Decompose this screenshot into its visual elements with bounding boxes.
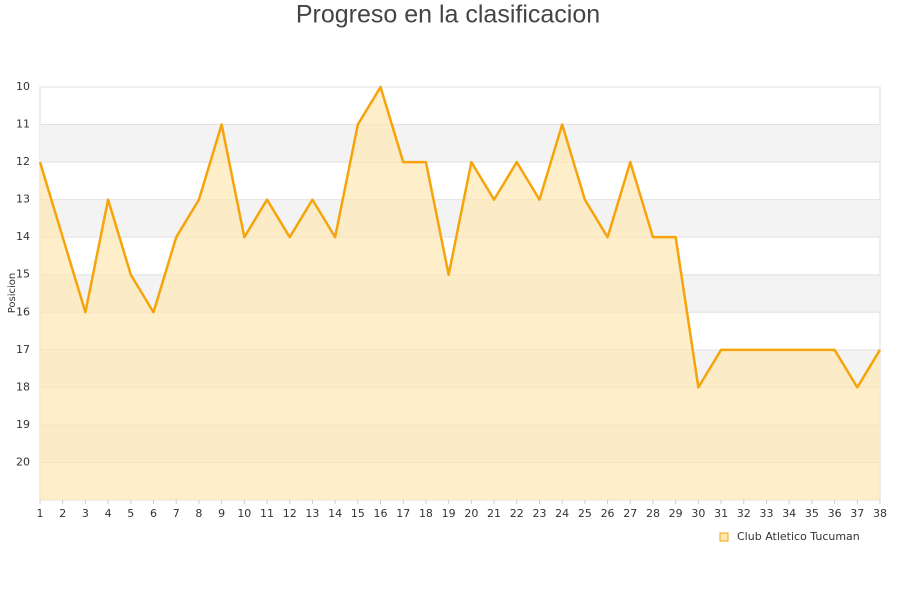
x-tick-label: 30 (691, 507, 705, 520)
x-tick-label: 31 (714, 507, 728, 520)
y-tick-label: 18 (16, 380, 30, 393)
y-tick-label: 15 (16, 268, 30, 281)
x-tick-label: 15 (351, 507, 365, 520)
x-tick-label: 12 (283, 507, 297, 520)
legend-label: Club Atletico Tucuman (737, 530, 860, 543)
y-tick-label: 19 (16, 418, 30, 431)
x-tick-label: 23 (532, 507, 546, 520)
x-tick-label: 26 (601, 507, 615, 520)
x-tick-label: 37 (850, 507, 864, 520)
y-tick-label: 10 (16, 80, 30, 93)
x-tick-label: 33 (759, 507, 773, 520)
x-tick-label: 11 (260, 507, 274, 520)
y-tick-label: 14 (16, 230, 30, 243)
x-tick-label: 28 (646, 507, 660, 520)
x-tick-label: 20 (464, 507, 478, 520)
line (38, 85, 882, 389)
x-tick-label: 14 (328, 507, 342, 520)
x-tick-label: 6 (150, 507, 157, 520)
x-tick-label: 18 (419, 507, 433, 520)
y-tick-label: 17 (16, 343, 30, 356)
y-tick-label: 12 (16, 155, 30, 168)
x-tick-label: 7 (173, 507, 180, 520)
x-tick-label: 9 (218, 507, 225, 520)
x-tick-label: 1 (37, 507, 44, 520)
x-tick-label: 24 (555, 507, 569, 520)
x-tick-label: 17 (396, 507, 410, 520)
x-tick-label: 25 (578, 507, 592, 520)
y-axis-label: Posicion (7, 273, 18, 314)
x-tick-label: 29 (669, 507, 683, 520)
x-tick-label: 27 (623, 507, 637, 520)
x-tick-label: 2 (59, 507, 66, 520)
x-tick-label: 21 (487, 507, 501, 520)
x-tick-label: 8 (195, 507, 202, 520)
x-tick-label: 4 (105, 507, 112, 520)
x-tick-label: 34 (782, 507, 796, 520)
x-tick-label: 35 (805, 507, 819, 520)
x-tick-label: 32 (737, 507, 751, 520)
y-tick-label: 16 (16, 305, 30, 318)
x-tick-label: 16 (374, 507, 388, 520)
area (40, 87, 880, 500)
x-tick-label: 13 (305, 507, 319, 520)
y-tick-label: 13 (16, 193, 30, 206)
x-tick-label: 38 (873, 507, 887, 520)
band (40, 124, 880, 163)
x-tick-label: 19 (442, 507, 456, 520)
chart-title: Progreso en la clasificacion (296, 1, 600, 29)
y-tick-label: 20 (16, 455, 30, 468)
x-tick-label: 3 (82, 507, 89, 520)
x-tick-label: 10 (237, 507, 251, 520)
x-tick-label: 5 (127, 507, 134, 520)
x-tick-label: 36 (828, 507, 842, 520)
x-tick-label: 22 (510, 507, 524, 520)
y-tick-label: 11 (16, 118, 30, 131)
legend-swatch (719, 532, 729, 542)
